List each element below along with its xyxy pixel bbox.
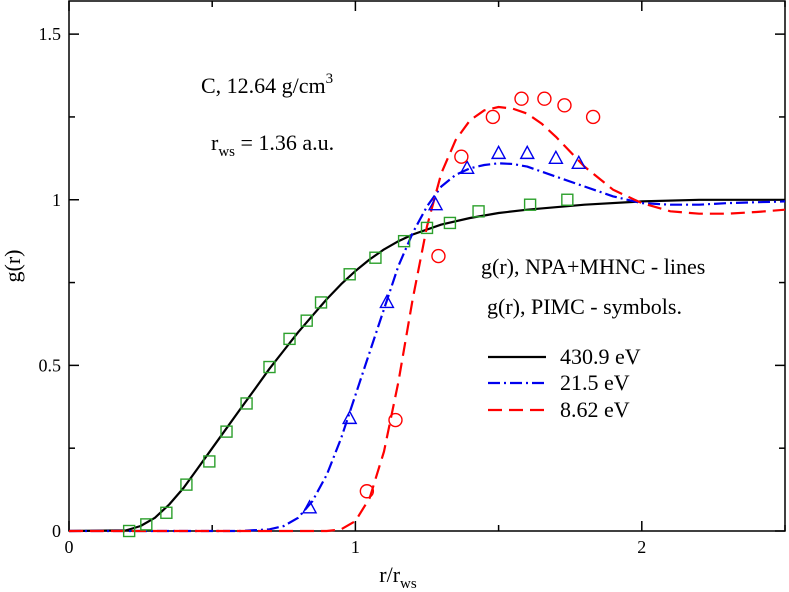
triangle-marker — [571, 154, 587, 170]
square-marker — [160, 506, 173, 519]
circle-marker — [454, 149, 469, 164]
square-marker — [472, 205, 485, 218]
legend-label: 21.5 eV — [560, 370, 630, 395]
triangle-marker — [301, 499, 318, 514]
circle-marker — [585, 109, 601, 125]
square-marker — [443, 216, 457, 230]
series-line-0 — [68, 198, 785, 533]
rws-annotation: rws = 1.36 a.u. — [211, 130, 334, 160]
circle-marker — [485, 109, 501, 125]
square-marker — [180, 478, 193, 491]
square-marker — [561, 193, 574, 206]
series-line-2 — [69, 105, 786, 533]
lines-note: g(r), NPA+MHNC - lines — [481, 254, 705, 279]
square-marker — [523, 198, 537, 211]
square-marker — [283, 332, 296, 346]
series-line-1 — [69, 162, 786, 533]
y-tick-label: 0.5 — [39, 355, 62, 375]
square-marker — [343, 268, 356, 281]
square-marker — [314, 296, 328, 309]
circle-marker — [537, 91, 552, 106]
circle-marker — [388, 412, 403, 428]
material-annotation: C, 12.64 g/cm3 — [201, 71, 333, 98]
series-markers — [122, 91, 601, 538]
triangle-marker — [490, 144, 507, 160]
square-marker — [240, 397, 253, 410]
triangle-marker — [459, 159, 475, 174]
y-tick-label: 1.5 — [39, 24, 62, 44]
square-marker — [122, 524, 136, 538]
square-marker — [397, 234, 411, 248]
square-marker — [369, 251, 382, 264]
triangle-marker — [427, 196, 444, 211]
legend-label: 8.62 eV — [560, 397, 630, 422]
circle-marker — [431, 248, 446, 264]
y-tick-label: 1 — [52, 190, 61, 210]
x-tick-label: 1 — [351, 537, 360, 557]
square-marker — [203, 455, 216, 468]
triangle-marker — [341, 409, 358, 425]
square-marker — [300, 314, 313, 327]
triangle-marker — [548, 149, 564, 165]
x-tick-label: 0 — [65, 537, 74, 557]
square-marker — [420, 221, 434, 235]
y-axis-title: g(r) — [0, 250, 25, 283]
x-axis-title: r/rws — [379, 562, 417, 592]
square-marker — [263, 360, 276, 374]
legend-label: 430.9 eV — [560, 344, 641, 369]
y-tick-label: 0 — [52, 521, 61, 541]
x-tick-label: 2 — [637, 537, 646, 557]
plot-frame — [68, 0, 786, 532]
triangle-marker — [519, 144, 535, 160]
series-lines — [68, 105, 786, 533]
square-marker — [220, 425, 233, 438]
square-marker — [140, 518, 153, 531]
circle-marker — [514, 91, 529, 106]
triangle-marker — [379, 293, 395, 309]
symbols-note: g(r), PIMC - symbols. — [487, 294, 682, 319]
tick-labels: 0 1 2 0 0.5 1 1.5 — [39, 24, 647, 557]
circle-marker — [557, 98, 572, 113]
circle-marker — [359, 484, 375, 499]
